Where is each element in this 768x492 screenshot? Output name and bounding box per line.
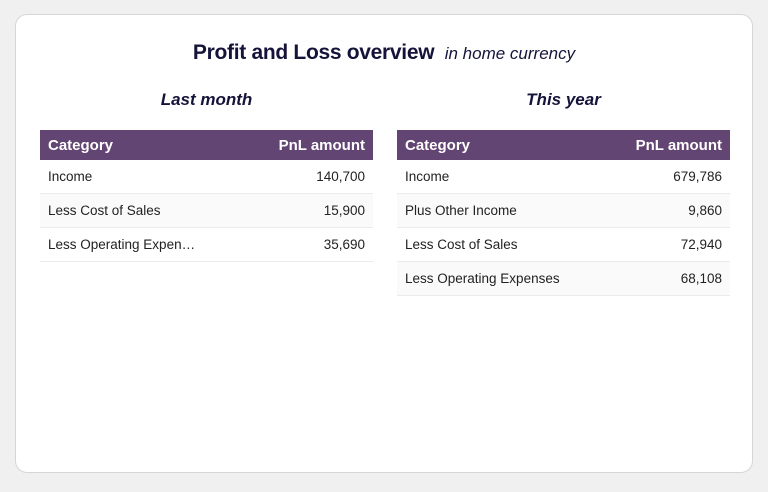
cell-amount: 679,786: [605, 160, 730, 194]
cell-amount: 140,700: [244, 160, 373, 194]
pnl-card: Profit and Loss overview in home currenc…: [15, 14, 753, 473]
title-sub: in home currency: [444, 44, 576, 63]
column-header-amount[interactable]: PnL amount: [605, 130, 730, 160]
cell-category: Plus Other Income: [397, 193, 606, 228]
cell-category: Less Cost of Sales: [40, 193, 245, 228]
table-header-row: Category PnL amount: [40, 130, 373, 160]
cell-category: Income: [40, 160, 245, 194]
table-row: Less Operating Expen… 35,690: [40, 227, 373, 262]
cell-amount: 35,690: [244, 227, 373, 262]
cell-category: Income: [397, 160, 606, 194]
this-year-table: Category PnL amount Income 679,786 Plus …: [397, 130, 730, 296]
column-header-category[interactable]: Category: [40, 130, 245, 160]
cell-category: Less Cost of Sales: [397, 227, 606, 262]
page-title: Profit and Loss overview in home currenc…: [16, 41, 752, 65]
table-row: Income 679,786: [397, 160, 730, 194]
title-main: Profit and Loss overview: [192, 41, 435, 64]
table-row: Less Operating Expenses 68,108: [397, 261, 730, 296]
column-header-category[interactable]: Category: [397, 130, 606, 160]
this-year-heading: This year: [526, 90, 601, 109]
cell-category: Less Operating Expenses: [397, 261, 606, 296]
column-header-amount[interactable]: PnL amount: [244, 130, 373, 160]
table-row: Less Cost of Sales 72,940: [397, 227, 730, 262]
cell-amount: 15,900: [244, 193, 373, 228]
cell-amount: 68,108: [605, 261, 730, 296]
table-row: Less Cost of Sales 15,900: [40, 193, 373, 228]
table-row: Plus Other Income 9,860: [397, 193, 730, 228]
table-header-row: Category PnL amount: [397, 130, 730, 160]
cell-amount: 9,860: [605, 193, 730, 228]
cell-amount: 72,940: [605, 227, 730, 262]
last-month-heading: Last month: [160, 90, 253, 109]
cell-category: Less Operating Expen…: [40, 227, 245, 262]
table-row: Income 140,700: [40, 160, 373, 194]
last-month-table: Category PnL amount Income 140,700 Less …: [40, 130, 373, 262]
